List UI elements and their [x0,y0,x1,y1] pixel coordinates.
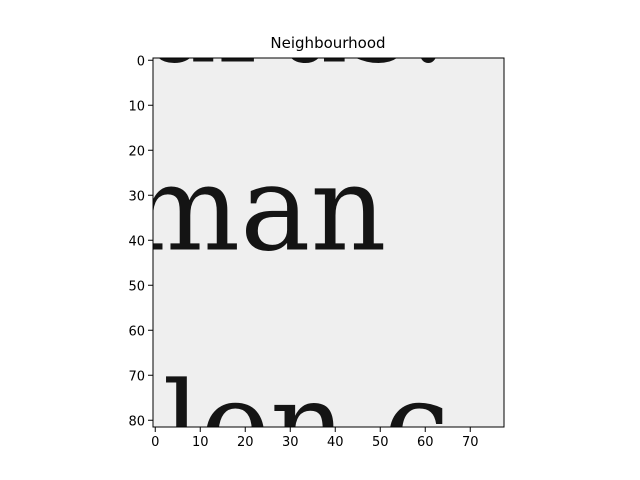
image-text-row: arus. [146,0,447,89]
x-tick-label: 30 [282,435,299,450]
x-tick-label: 10 [192,435,209,450]
y-tick-label: 80 [128,414,145,429]
y-axis: 0 10 20 30 40 50 60 70 80 [128,54,153,429]
y-tick-label: 10 [128,99,145,114]
x-tick-label: 20 [237,435,254,450]
x-axis: 0 10 20 30 40 50 60 70 [151,427,479,450]
image-background [153,58,504,427]
image-text-row: man [128,139,386,277]
y-tick-label: 20 [128,144,145,159]
chart-title: Neighbourhood [270,34,385,52]
y-tick-label: 50 [128,279,145,294]
image-text-row: alen c [92,356,450,480]
y-tick-label: 30 [128,189,145,204]
y-tick-label: 60 [128,324,145,339]
axes-frame [152,57,505,428]
y-tick-label: 40 [128,234,145,249]
x-tick-label: 60 [417,435,434,450]
x-tick-label: 0 [151,435,159,450]
x-tick-label: 70 [462,435,479,450]
y-tick-label: 70 [128,369,145,384]
x-tick-label: 40 [327,435,344,450]
x-tick-label: 50 [372,435,389,450]
glyph-layer: arus. man alen c [92,0,450,480]
image-area: arus. man alen c [92,0,504,480]
y-tick-label: 0 [137,54,145,69]
